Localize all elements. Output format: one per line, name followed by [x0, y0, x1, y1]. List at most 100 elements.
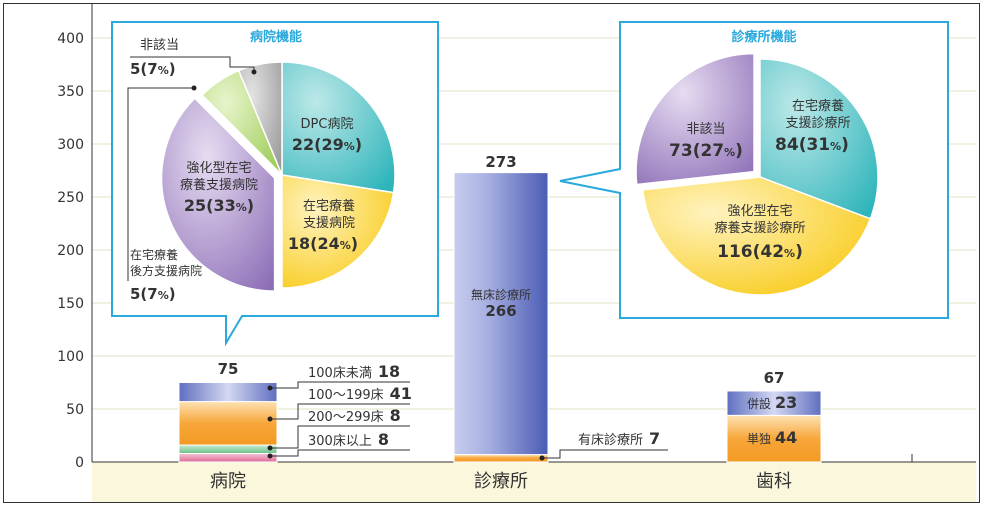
clinic-nobed-label: 無床診療所 [471, 287, 531, 302]
hp-na-paren: ) [169, 60, 176, 78]
hp-na-pct: % [158, 64, 169, 77]
hp-na-label: 非該当 [140, 37, 179, 53]
cp-na-paren: ) [735, 141, 743, 161]
y-tick-label: 300 [57, 137, 84, 153]
cp-home-value: 84(31 [775, 135, 830, 155]
clinic-pie-title: 診療所機能 [731, 29, 796, 45]
dental-single-value: 44 [775, 428, 797, 447]
cp-na-label: 非該当 [686, 121, 725, 137]
y-tick-label: 50 [66, 402, 84, 418]
hosp-lbl-4: 300床以上 [308, 434, 372, 449]
hosp-val-3: 8 [390, 406, 401, 425]
clinic-pie-title-bg [712, 27, 816, 45]
x-label-hospital: 病院 [210, 471, 246, 492]
svg-text:73(27%): 73(27%) [669, 141, 743, 161]
hp-strong-value: 25(33 [184, 196, 236, 215]
y-tick-label: 100 [57, 349, 84, 365]
x-label-dental: 歯科 [756, 471, 792, 492]
hp-home-label-1: 在宅療養 [303, 198, 355, 214]
total-hospital: 75 [218, 360, 239, 378]
hosp-lbl-1: 100床未満 [308, 366, 372, 381]
cp-na-pct: % [724, 146, 735, 159]
hosp-val-2: 41 [390, 384, 412, 403]
hp-strong-pct: % [236, 201, 247, 214]
cp-na-value: 73(27 [669, 141, 724, 161]
hosp-lbl-2: 100～199床 [308, 388, 384, 403]
hp-back-label-2: 後方支援病院 [130, 263, 202, 278]
pie-hospital-home-support [281, 174, 395, 289]
cp-strong-pct: % [784, 247, 795, 260]
hp-strong-paren: ) [247, 196, 254, 215]
total-clinic: 273 [485, 153, 516, 171]
bar-dental-joint [726, 390, 822, 416]
hp-home-pct: % [340, 239, 351, 252]
hosp-val-4: 8 [378, 430, 389, 449]
x-axis-band [92, 462, 976, 502]
x-label-clinic: 診療所 [474, 471, 528, 492]
clinic-bed-callout: 有床診療所 7 [539, 429, 668, 461]
cp-strong-value: 116(42 [717, 242, 784, 262]
hp-back-value: 5(7 [130, 285, 158, 303]
cp-strong-label-2: 療養支援診療所 [714, 220, 805, 236]
hospital-pie-title: 病院機能 [250, 29, 302, 45]
y-tick-labels: 0 50 100 150 200 250 300 350 400 [57, 31, 84, 471]
pie-hospital-na [237, 61, 283, 176]
hp-dpc-pct: % [344, 140, 355, 153]
svg-text:18(24%): 18(24%) [288, 234, 358, 253]
y-tick-label: 0 [75, 455, 84, 471]
y-tick-label: 150 [57, 296, 84, 312]
bar-hospital-300plus [178, 453, 278, 463]
bar-clinic-with-beds [453, 454, 549, 463]
svg-text:25(33%): 25(33%) [184, 196, 254, 215]
clinic-nobed-value: 266 [485, 302, 516, 320]
y-tick-label: 200 [57, 243, 84, 259]
cp-home-label-1: 在宅療養 [792, 98, 844, 114]
cp-home-pct: % [830, 140, 841, 153]
svg-text:5(7%): 5(7%) [130, 60, 176, 78]
pie-clinic-na [635, 52, 755, 186]
hp-home-label-2: 支援病院 [303, 216, 355, 231]
y-tick-label: 250 [57, 190, 84, 206]
hp-dpc-label: DPC病院 [301, 117, 354, 132]
svg-text:22(29%): 22(29%) [292, 135, 362, 154]
bar-hospital-200-299 [178, 444, 278, 455]
hosp-val-1: 18 [378, 362, 400, 381]
hospital-pie-title-bg [233, 27, 321, 45]
hp-strong-label-1: 強化型在宅 [186, 161, 251, 176]
hospital-callouts: 100床未満 18 100～199床 41 200～299床 8 300床以上 8 [267, 362, 412, 459]
hosp-lbl-3: 200～299床 [308, 410, 384, 425]
clinic-bed-label: 有床診療所 [578, 432, 643, 448]
cp-home-paren: ) [841, 135, 849, 155]
hp-back-pct: % [158, 289, 169, 302]
svg-text:116(42%): 116(42%) [717, 242, 803, 262]
cp-home-label-2: 支援診療所 [785, 115, 850, 131]
dental-single-label: 単独 [747, 432, 771, 446]
pies-layer [160, 52, 879, 296]
pie-hospital-enhanced [160, 97, 276, 292]
clinic-pie-labels: 在宅療養 支援診療所 84(31%) 非該当 73(27%) 強化型在宅 療養支… [669, 98, 850, 262]
svg-text:84(31%): 84(31%) [775, 135, 849, 155]
clinic-bed-value: 7 [649, 429, 660, 448]
hp-dpc-value: 22(29 [292, 135, 344, 154]
bar-dental-single [726, 414, 822, 463]
hp-home-value: 18(24 [288, 234, 340, 253]
pie-hospital-dpc [281, 61, 396, 194]
svg-text:5(7%): 5(7%) [130, 285, 176, 303]
hp-dpc-paren: ) [355, 135, 362, 154]
dental-joint-label: 併設 [747, 396, 771, 411]
hp-back-paren: ) [169, 285, 176, 303]
cp-strong-paren: ) [795, 242, 803, 262]
total-dental: 67 [764, 369, 785, 387]
bars-layer [178, 172, 822, 463]
y-tick-label: 350 [57, 84, 84, 100]
hospital-pie-labels: DPC病院 22(29%) 在宅療養 支援病院 18(24%) 強化型在宅 療養… [127, 37, 362, 303]
bar-hospital-100-199 [178, 401, 278, 446]
pie-clinic-home-support [759, 58, 879, 220]
